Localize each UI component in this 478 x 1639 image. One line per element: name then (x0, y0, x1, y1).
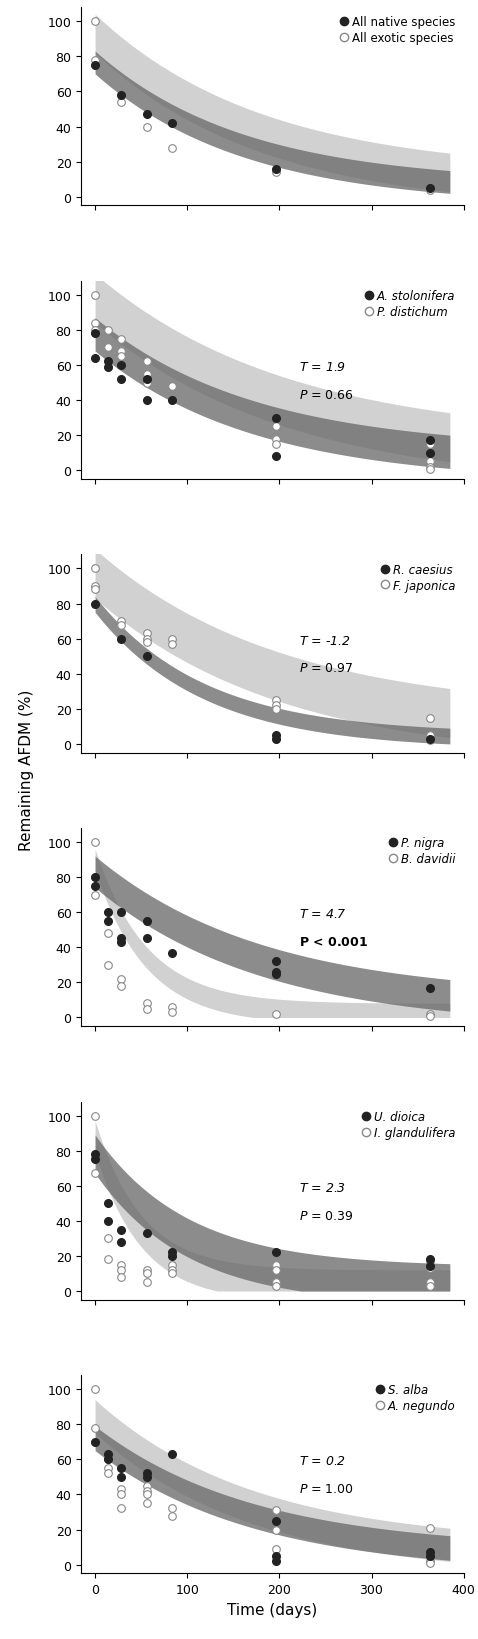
Legend: R. caesius, F. japonica: R. caesius, F. japonica (380, 561, 458, 595)
Legend: U. dioica, I. glandulifera: U. dioica, I. glandulifera (361, 1108, 458, 1141)
Text: Remaining AFDM (%): Remaining AFDM (%) (19, 690, 34, 851)
Text: $P$ = 0.39: $P$ = 0.39 (299, 1210, 354, 1221)
Legend: S. alba, A. negundo: S. alba, A. negundo (375, 1382, 458, 1414)
Text: $T$ = 0.2: $T$ = 0.2 (299, 1454, 346, 1467)
Text: $P$ = 0.97: $P$ = 0.97 (299, 662, 354, 675)
Legend: All native species, All exotic species: All native species, All exotic species (339, 15, 458, 48)
Legend: P. nigra, B. davidii: P. nigra, B. davidii (388, 834, 458, 869)
Text: $T$ = -1.2: $T$ = -1.2 (299, 634, 350, 647)
Text: $P$ = 1.00: $P$ = 1.00 (299, 1482, 354, 1495)
Text: $T$ = 1.9: $T$ = 1.9 (299, 361, 347, 374)
Legend: A. stolonifera, P. distichum: A. stolonifera, P. distichum (364, 287, 458, 321)
Text: $T$ = 4.7: $T$ = 4.7 (299, 908, 347, 921)
Text: $P$ = 0.66: $P$ = 0.66 (299, 388, 354, 402)
Text: $T$ = 2.3: $T$ = 2.3 (299, 1182, 347, 1195)
X-axis label: Time (days): Time (days) (228, 1601, 317, 1616)
Text: $\bf{P}$ < 0.001: $\bf{P}$ < 0.001 (299, 936, 368, 949)
